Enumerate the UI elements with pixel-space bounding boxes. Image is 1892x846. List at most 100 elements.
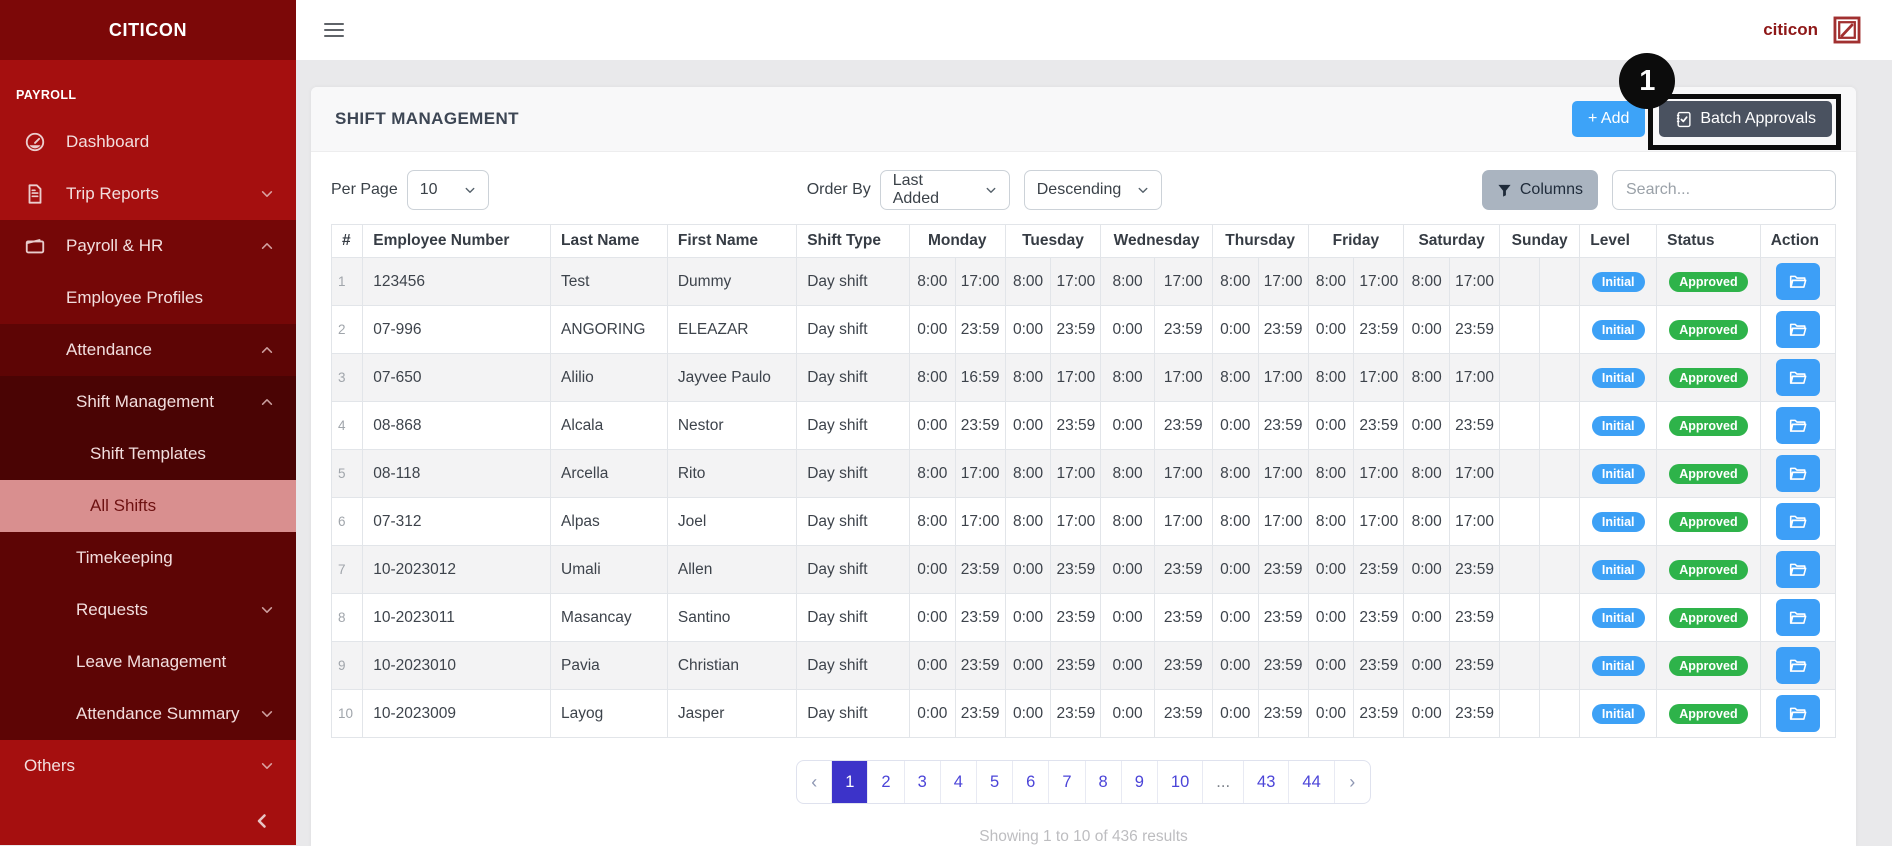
shift-start-cell: 0:00	[1308, 642, 1354, 690]
open-shift-button[interactable]	[1776, 503, 1820, 540]
columns-button[interactable]: Columns	[1482, 170, 1598, 210]
sidebar-item-shift-management[interactable]: Shift Management	[0, 376, 296, 428]
shift-end-cell: 17:00	[1450, 258, 1500, 306]
column-header[interactable]: Last Name	[551, 225, 668, 258]
sidebar-item-attendance-summary[interactable]: Attendance Summary	[0, 688, 296, 740]
pagination-page-6[interactable]: 6	[1013, 761, 1049, 803]
shift-start-cell: 0:00	[909, 546, 955, 594]
open-shift-button[interactable]	[1776, 695, 1820, 732]
open-shift-button[interactable]	[1776, 359, 1820, 396]
sidebar-item-all-shifts[interactable]: All Shifts	[0, 480, 296, 532]
column-header[interactable]: #	[332, 225, 363, 258]
column-header[interactable]: Monday	[909, 225, 1005, 258]
pagination-page-9[interactable]: 9	[1122, 761, 1158, 803]
shift-start-cell: 0:00	[909, 402, 955, 450]
pagination-prev[interactable]: ‹	[797, 761, 832, 803]
pagination-next[interactable]: ›	[1335, 761, 1370, 803]
pagination-page-8[interactable]: 8	[1086, 761, 1122, 803]
employee-number-cell: 10-2023010	[363, 642, 551, 690]
open-shift-button[interactable]	[1776, 599, 1820, 636]
pagination-page-5[interactable]: 5	[977, 761, 1013, 803]
column-header[interactable]: Saturday	[1404, 225, 1500, 258]
hamburger-menu-icon[interactable]	[324, 19, 344, 41]
annotation-step-badge: 1	[1619, 53, 1675, 109]
shift-start-cell: 8:00	[909, 450, 955, 498]
sidebar-item-dashboard[interactable]: Dashboard	[0, 116, 296, 168]
column-header[interactable]: Status	[1657, 225, 1761, 258]
open-shift-button[interactable]	[1776, 647, 1820, 684]
search-input[interactable]	[1612, 170, 1836, 210]
column-header[interactable]: Action	[1760, 225, 1835, 258]
status-badge: Approved	[1669, 464, 1747, 484]
open-shift-button[interactable]	[1776, 551, 1820, 588]
sidebar-item-employee-profiles[interactable]: Employee Profiles	[0, 272, 296, 324]
shift-start-cell: 0:00	[1308, 402, 1354, 450]
shift-start-cell: 0:00	[1005, 690, 1051, 738]
open-shift-button[interactable]	[1776, 311, 1820, 348]
shift-start-cell: 0:00	[1404, 594, 1450, 642]
last-name-cell: Pavia	[551, 642, 668, 690]
column-header[interactable]: Tuesday	[1005, 225, 1101, 258]
shift-type-cell: Day shift	[797, 402, 910, 450]
level-cell: Initial	[1580, 546, 1657, 594]
column-header[interactable]: Employee Number	[363, 225, 551, 258]
citicon-logo-icon[interactable]	[1830, 13, 1864, 47]
sidebar-item-timekeeping[interactable]: Timekeeping	[0, 532, 296, 584]
sidebar-item-others[interactable]: Others	[0, 740, 296, 792]
column-header[interactable]: Thursday	[1212, 225, 1308, 258]
sidebar-item-label: Dashboard	[66, 132, 149, 152]
pagination-page-1[interactable]: 1	[832, 761, 868, 803]
shift-management-card: SHIFT MANAGEMENT + Add 1 Batch Approv	[311, 87, 1856, 846]
pagination-page-3[interactable]: 3	[905, 761, 941, 803]
pagination-page-43[interactable]: 43	[1244, 761, 1289, 803]
sidebar-item-shift-templates[interactable]: Shift Templates	[0, 428, 296, 480]
action-cell	[1760, 594, 1835, 642]
column-header[interactable]: Wednesday	[1101, 225, 1212, 258]
column-header[interactable]: Shift Type	[797, 225, 910, 258]
pagination-page-7[interactable]: 7	[1049, 761, 1085, 803]
shift-type-cell: Day shift	[797, 594, 910, 642]
sidebar-item-payroll-hr[interactable]: Payroll & HR	[0, 220, 296, 272]
pagination-page-4[interactable]: 4	[941, 761, 977, 803]
folder-open-icon	[1789, 465, 1807, 483]
shift-end-cell: 17:00	[1154, 354, 1212, 402]
first-name-cell: Joel	[667, 498, 796, 546]
open-shift-button[interactable]	[1776, 455, 1820, 492]
chevron-up-icon	[260, 395, 274, 409]
last-name-cell: Arcella	[551, 450, 668, 498]
shift-start-cell: 8:00	[1404, 354, 1450, 402]
first-name-cell: Jayvee Paulo	[667, 354, 796, 402]
sidebar-collapse-button[interactable]	[0, 797, 296, 845]
filter-funnel-icon	[1497, 183, 1512, 198]
level-badge: Initial	[1592, 416, 1645, 436]
order-by-select[interactable]: Last Added	[880, 170, 1010, 210]
action-cell	[1760, 498, 1835, 546]
sidebar-item-requests[interactable]: Requests	[0, 584, 296, 636]
open-shift-button[interactable]	[1776, 263, 1820, 300]
column-header[interactable]: Friday	[1308, 225, 1404, 258]
sort-direction-select[interactable]: Descending	[1024, 170, 1162, 210]
sidebar-item-leave-management[interactable]: Leave Management	[0, 636, 296, 688]
shift-start-cell: 0:00	[1308, 690, 1354, 738]
employee-number-cell: 07-996	[363, 306, 551, 354]
pagination-page-44[interactable]: 44	[1289, 761, 1334, 803]
sidebar-item-label: Trip Reports	[66, 184, 159, 204]
pagination-page-2[interactable]: 2	[868, 761, 904, 803]
open-shift-button[interactable]	[1776, 407, 1820, 444]
per-page-select[interactable]: 10	[407, 170, 489, 210]
pagination-page-10[interactable]: 10	[1158, 761, 1203, 803]
status-cell: Approved	[1657, 642, 1761, 690]
employee-number-cell: 07-650	[363, 354, 551, 402]
column-header[interactable]: First Name	[667, 225, 796, 258]
shift-end-cell: 23:59	[1051, 642, 1101, 690]
batch-approvals-button[interactable]: Batch Approvals	[1659, 101, 1832, 137]
shift-end-cell: 23:59	[1154, 594, 1212, 642]
column-header[interactable]: Level	[1580, 225, 1657, 258]
column-header[interactable]: Sunday	[1499, 225, 1579, 258]
sidebar-item-attendance[interactable]: Attendance	[0, 324, 296, 376]
sidebar-item-trip-reports[interactable]: Trip Reports	[0, 168, 296, 220]
last-name-cell: ANGORING	[551, 306, 668, 354]
